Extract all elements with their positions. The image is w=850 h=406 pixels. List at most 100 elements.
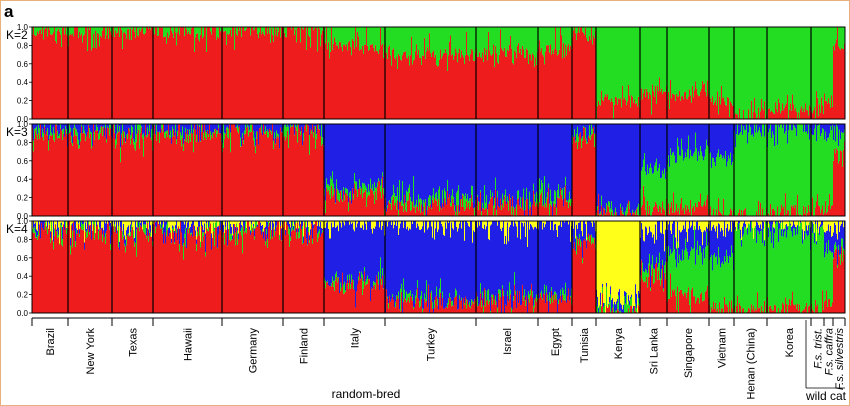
admixture-bar-segment bbox=[542, 124, 544, 184]
admixture-bar-segment bbox=[125, 246, 127, 253]
admixture-bar-segment bbox=[395, 196, 397, 203]
admixture-bar-segment bbox=[350, 191, 352, 201]
admixture-bar-segment bbox=[567, 27, 569, 47]
admixture-bar-segment bbox=[173, 232, 175, 313]
admixture-bar-segment bbox=[731, 27, 733, 104]
admixture-bar-segment bbox=[206, 51, 208, 119]
admixture-bar-segment bbox=[184, 35, 186, 119]
admixture-bar-segment bbox=[294, 224, 296, 231]
admixture-bar-segment bbox=[558, 198, 560, 216]
admixture-bar-segment bbox=[444, 198, 446, 216]
admixture-bar-segment bbox=[351, 221, 353, 224]
admixture-bar-segment bbox=[559, 49, 561, 120]
admixture-bar-segment bbox=[713, 158, 715, 209]
admixture-bar-segment bbox=[418, 124, 420, 195]
admixture-bar-segment bbox=[340, 290, 342, 313]
admixture-bar-segment bbox=[150, 236, 152, 313]
admixture-bar-segment bbox=[109, 124, 111, 136]
admixture-bar-segment bbox=[140, 124, 142, 134]
admixture-bar-segment bbox=[143, 156, 145, 216]
admixture-bar-segment bbox=[214, 229, 216, 247]
admixture-bar-segment bbox=[743, 109, 745, 119]
admixture-bar-segment bbox=[326, 27, 328, 119]
admixture-bar-segment bbox=[250, 132, 252, 216]
admixture-bar-segment bbox=[253, 223, 255, 227]
admixture-bar-segment bbox=[450, 202, 452, 207]
admixture-bar-segment bbox=[823, 129, 825, 215]
admixture-bar-segment bbox=[354, 124, 356, 173]
admixture-bar-segment bbox=[130, 28, 132, 119]
admixture-bar-segment bbox=[779, 102, 781, 119]
admixture-bar-segment bbox=[500, 198, 502, 216]
admixture-bar-segment bbox=[618, 27, 620, 99]
admixture-bar-segment bbox=[269, 124, 271, 129]
admixture-bar-segment bbox=[790, 124, 792, 216]
admixture-bar-segment bbox=[135, 150, 137, 216]
admixture-bar-segment bbox=[46, 221, 48, 227]
admixture-bar-segment bbox=[665, 27, 667, 92]
admixture-bar-segment bbox=[160, 124, 162, 133]
admixture-bar-segment bbox=[254, 239, 256, 313]
admixture-bar-segment bbox=[712, 27, 714, 97]
admixture-bar-segment bbox=[338, 277, 340, 313]
admixture-bar-segment bbox=[606, 202, 608, 213]
admixture-bar-segment bbox=[236, 33, 238, 120]
admixture-bar-segment bbox=[404, 195, 406, 216]
admixture-bar-segment bbox=[532, 53, 534, 119]
admixture-bar-segment bbox=[512, 62, 514, 119]
admixture-bar-segment bbox=[793, 104, 795, 119]
admixture-bar-segment bbox=[357, 124, 359, 190]
admixture-bar-segment bbox=[303, 29, 305, 119]
admixture-bar-segment bbox=[303, 124, 305, 133]
admixture-bar-segment bbox=[437, 221, 439, 233]
admixture-bar-segment bbox=[472, 27, 474, 51]
admixture-bar-segment bbox=[357, 196, 359, 216]
admixture-bar-segment bbox=[381, 278, 383, 285]
admixture-bar-segment bbox=[785, 27, 787, 106]
admixture-bar-segment bbox=[133, 144, 135, 216]
admixture-bar-segment bbox=[280, 127, 282, 216]
admixture-bar-segment bbox=[154, 34, 156, 119]
admixture-bar-segment bbox=[308, 232, 310, 313]
admixture-bar-segment bbox=[387, 58, 389, 119]
admixture-bar-segment bbox=[545, 203, 547, 216]
admixture-bar-segment bbox=[812, 27, 814, 114]
admixture-bar-segment bbox=[267, 27, 269, 34]
admixture-bar-segment bbox=[234, 49, 236, 119]
admixture-bar-segment bbox=[488, 27, 490, 32]
admixture-bar-segment bbox=[262, 224, 264, 229]
admixture-bar-segment bbox=[710, 206, 712, 216]
admixture-bar-segment bbox=[133, 238, 135, 313]
admixture-bar-segment bbox=[179, 35, 181, 119]
admixture-bar-segment bbox=[430, 124, 432, 196]
admixture-bar-segment bbox=[761, 27, 763, 99]
admixture-bar-segment bbox=[628, 84, 630, 119]
admixture-bar-segment bbox=[611, 98, 613, 119]
admixture-bar-segment bbox=[69, 35, 71, 119]
admixture-bar-segment bbox=[347, 280, 349, 313]
admixture-bar-segment bbox=[661, 88, 663, 119]
admixture-bar-segment bbox=[231, 221, 233, 227]
admixture-bar-segment bbox=[448, 198, 450, 216]
admixture-bar-segment bbox=[357, 31, 359, 120]
admixture-bar-segment bbox=[510, 198, 512, 216]
admixture-bar-segment bbox=[101, 221, 103, 229]
admixture-bar-segment bbox=[127, 133, 129, 139]
admixture-bar-segment bbox=[202, 27, 204, 39]
admixture-bar-segment bbox=[418, 194, 420, 211]
admixture-bar-segment bbox=[230, 124, 232, 133]
admixture-bar-segment bbox=[142, 229, 144, 313]
admixture-bar-segment bbox=[554, 49, 556, 120]
admixture-bar-segment bbox=[344, 194, 346, 201]
admixture-bar-segment bbox=[410, 229, 412, 291]
admixture-bar-segment bbox=[688, 96, 690, 119]
admixture-bar-segment bbox=[134, 31, 136, 119]
admixture-bar-segment bbox=[548, 27, 550, 46]
admixture-bar-segment bbox=[791, 124, 793, 131]
admixture-bar-segment bbox=[168, 236, 170, 313]
admixture-bar-segment bbox=[81, 27, 83, 34]
admixture-bar-segment bbox=[291, 126, 293, 216]
admixture-bar-segment bbox=[274, 27, 276, 119]
admixture-bar-segment bbox=[58, 27, 60, 29]
admixture-bar-segment bbox=[438, 65, 440, 119]
